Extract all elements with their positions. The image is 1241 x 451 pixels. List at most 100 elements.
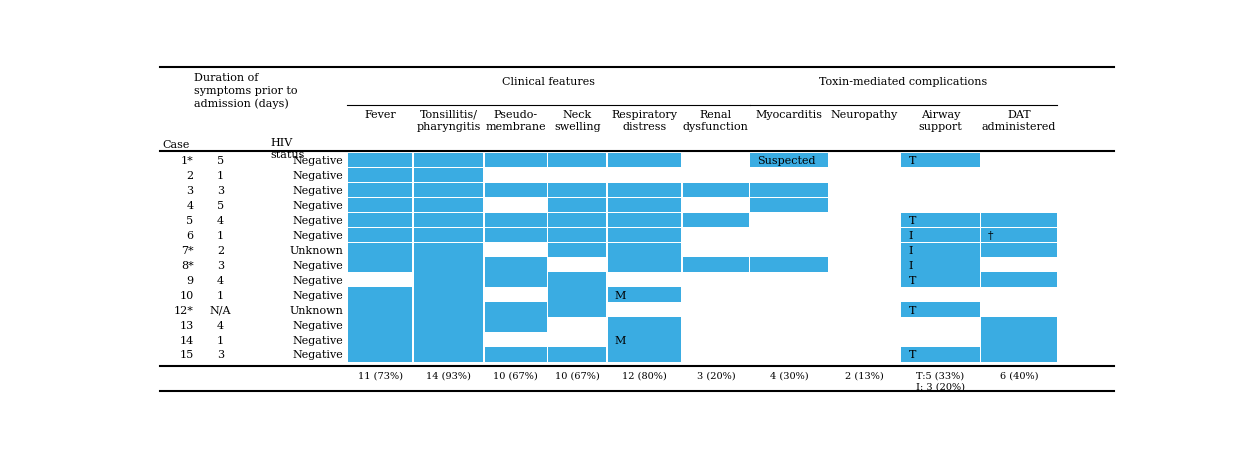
Text: Negative: Negative [293, 275, 344, 285]
Bar [982, 332, 1056, 347]
Text: Negative: Negative [293, 350, 344, 359]
Bar [349, 318, 412, 332]
Bar [608, 228, 681, 242]
Text: 1: 1 [217, 335, 225, 345]
Text: 2: 2 [186, 170, 194, 180]
Text: 3 (20%): 3 (20%) [696, 371, 735, 380]
Text: Renal
dysfunction: Renal dysfunction [683, 110, 748, 132]
Text: 7*: 7* [181, 245, 194, 255]
Bar [485, 153, 547, 168]
Text: Negative: Negative [293, 170, 344, 180]
Bar [549, 303, 607, 317]
Text: 4: 4 [186, 200, 194, 210]
Bar [413, 198, 483, 212]
Text: Clinical features: Clinical features [503, 77, 594, 87]
Bar [751, 258, 828, 272]
Text: Negative: Negative [293, 215, 344, 226]
Bar [485, 318, 547, 332]
Text: 14: 14 [180, 335, 194, 345]
Bar [549, 288, 607, 302]
Text: Toxin-mediated complications: Toxin-mediated complications [819, 77, 988, 87]
Bar [982, 347, 1056, 362]
Bar [901, 213, 979, 227]
Bar [349, 258, 412, 272]
Bar [485, 347, 547, 362]
Bar [549, 243, 607, 258]
Text: 1*: 1* [181, 156, 194, 166]
Text: T: T [908, 350, 916, 359]
Bar [485, 303, 547, 317]
Text: 6: 6 [186, 230, 194, 240]
Text: HIV
status: HIV status [271, 138, 305, 160]
Text: 3: 3 [186, 185, 194, 195]
Bar [751, 153, 828, 168]
Bar [982, 243, 1056, 258]
Text: 15: 15 [180, 350, 194, 359]
Text: Negative: Negative [293, 290, 344, 300]
Text: 2 (13%): 2 (13%) [845, 371, 884, 380]
Text: 9: 9 [186, 275, 194, 285]
Text: 1: 1 [217, 290, 225, 300]
Bar [413, 303, 483, 317]
Bar [982, 273, 1056, 287]
Bar [901, 243, 979, 258]
Bar [982, 318, 1056, 332]
Bar [683, 213, 748, 227]
Bar [413, 183, 483, 198]
Text: 12 (80%): 12 (80%) [622, 371, 668, 380]
Text: Myocarditis: Myocarditis [756, 110, 823, 120]
Bar [608, 183, 681, 198]
Text: 13: 13 [180, 320, 194, 330]
Bar [751, 183, 828, 198]
Text: Unknown: Unknown [289, 305, 344, 315]
Text: T: T [908, 215, 916, 226]
Text: 3: 3 [217, 260, 225, 270]
Bar [608, 288, 681, 302]
Text: Respiratory
distress: Respiratory distress [612, 110, 678, 132]
Bar [901, 153, 979, 168]
Text: M: M [614, 335, 625, 345]
Text: N/A: N/A [210, 305, 231, 315]
Bar [413, 288, 483, 302]
Text: Negative: Negative [293, 320, 344, 330]
Text: Negative: Negative [293, 335, 344, 345]
Text: 11 (73%): 11 (73%) [357, 371, 402, 380]
Bar [349, 347, 412, 362]
Bar [413, 228, 483, 242]
Bar [549, 228, 607, 242]
Bar [413, 347, 483, 362]
Bar [413, 153, 483, 168]
Bar [982, 228, 1056, 242]
Bar [549, 273, 607, 287]
Bar [349, 228, 412, 242]
Text: Negative: Negative [293, 230, 344, 240]
Bar [549, 198, 607, 212]
Bar [349, 153, 412, 168]
Bar [413, 258, 483, 272]
Bar [485, 258, 547, 272]
Bar [982, 213, 1056, 227]
Text: Suspected: Suspected [757, 156, 815, 166]
Text: 10 (67%): 10 (67%) [494, 371, 539, 380]
Text: Airway
support: Airway support [918, 110, 962, 132]
Bar [485, 273, 547, 287]
Text: Pseudo-
membrane: Pseudo- membrane [485, 110, 546, 132]
Bar [413, 273, 483, 287]
Text: Negative: Negative [293, 260, 344, 270]
Text: 5: 5 [217, 200, 225, 210]
Text: 12*: 12* [174, 305, 194, 315]
Text: 5: 5 [186, 215, 194, 226]
Text: T: T [908, 156, 916, 166]
Bar [901, 273, 979, 287]
Text: 4: 4 [217, 275, 225, 285]
Text: 10: 10 [180, 290, 194, 300]
Text: Negative: Negative [293, 185, 344, 195]
Text: T: T [908, 275, 916, 285]
Text: DAT
administered: DAT administered [982, 110, 1056, 132]
Bar [608, 198, 681, 212]
Text: 1: 1 [217, 230, 225, 240]
Text: T: T [908, 305, 916, 315]
Text: Negative: Negative [293, 156, 344, 166]
Text: I: I [908, 245, 913, 255]
Bar [549, 153, 607, 168]
